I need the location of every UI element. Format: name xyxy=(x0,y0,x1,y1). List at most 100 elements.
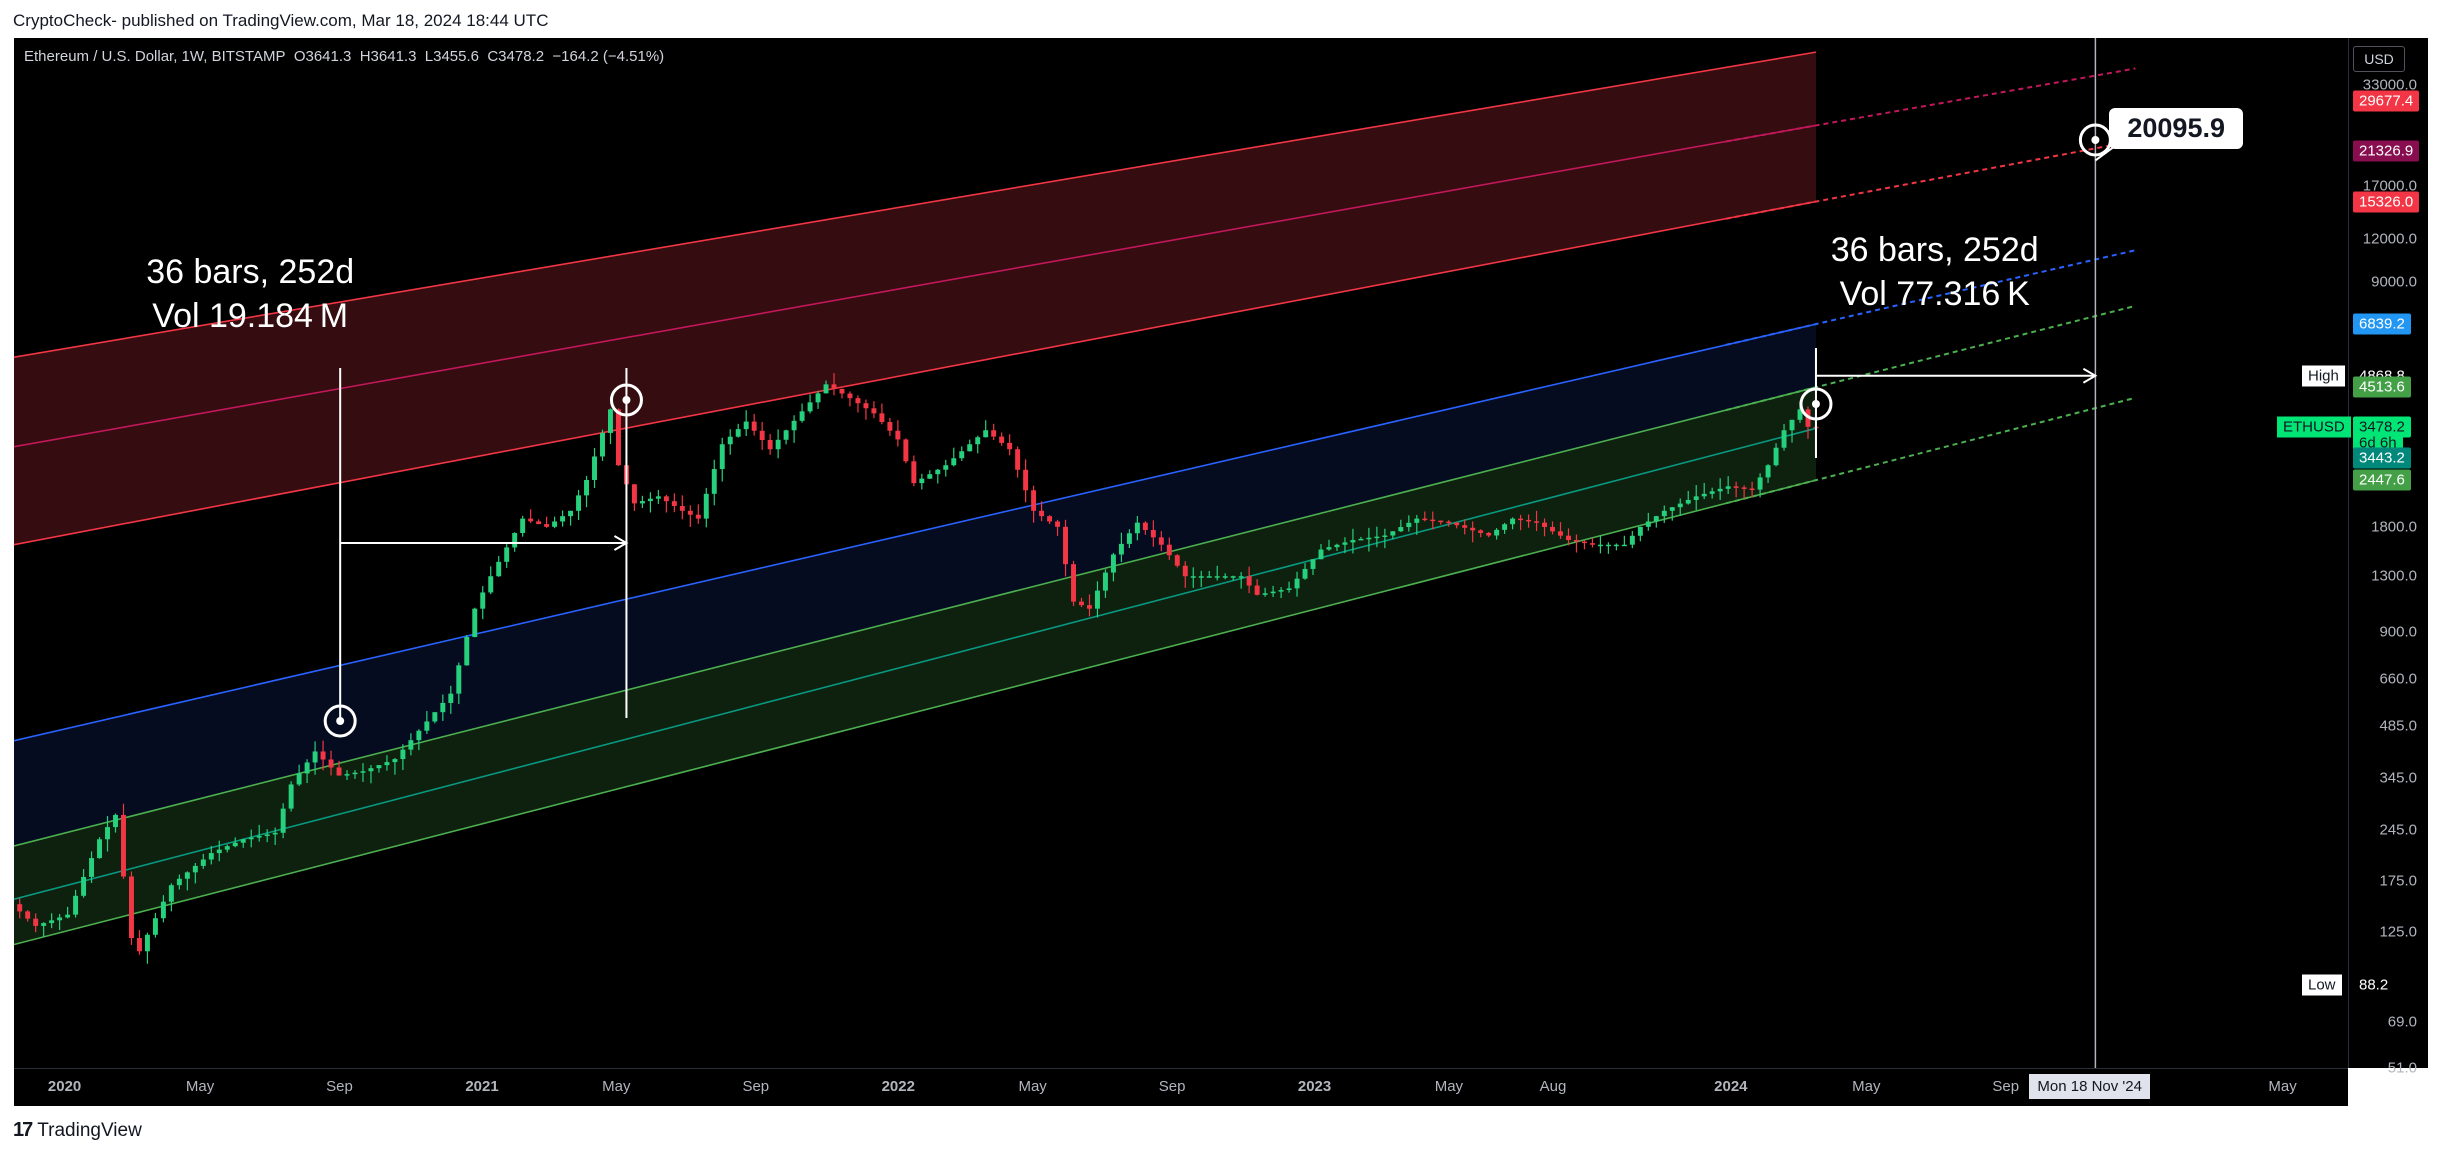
channel-layer xyxy=(14,51,2136,946)
annotation-bars: 36 bars, 252d xyxy=(1830,231,2039,269)
candle-body xyxy=(1589,543,1595,545)
candle-body xyxy=(1773,447,1779,466)
candle-body xyxy=(671,501,677,506)
candle-body xyxy=(1382,535,1388,537)
candle-body xyxy=(1566,535,1571,541)
candle-body xyxy=(1190,576,1196,578)
ohlc-change: −164.2 (−4.51%) xyxy=(552,48,665,65)
candle-body xyxy=(943,465,949,470)
candle-body xyxy=(1781,430,1787,448)
candle-body xyxy=(1270,591,1276,594)
channel-line-green-bottom xyxy=(14,479,1817,946)
candle-body xyxy=(336,767,342,776)
candle-body xyxy=(1071,564,1076,602)
candle-body xyxy=(113,814,118,828)
candle-body xyxy=(1286,588,1292,591)
candle-body xyxy=(168,885,174,902)
symbol-name[interactable]: Ethereum / U.S. Dollar, 1W, BITSTAMP xyxy=(24,48,286,65)
candle-body xyxy=(807,402,813,412)
crosshair-date-label: Mon 18 Nov '24 xyxy=(2029,1074,2150,1099)
candle-body xyxy=(1430,519,1436,522)
time-tick: May xyxy=(602,1078,631,1095)
brand-name: TradingView xyxy=(37,1119,142,1141)
candle-body xyxy=(919,478,925,484)
candle-body xyxy=(384,762,390,766)
ohlc-high: H3641.3 xyxy=(359,48,417,65)
candle-body xyxy=(1446,521,1452,524)
candle-body xyxy=(1797,409,1803,420)
candle-body xyxy=(1039,510,1045,517)
candle-body xyxy=(1087,605,1092,609)
annotation-bars: 36 bars, 252d xyxy=(146,253,355,291)
candle-body xyxy=(432,712,438,722)
candle-body xyxy=(248,837,254,840)
tradingview-logo[interactable]: 17 TradingView xyxy=(13,1119,142,1142)
candle-body xyxy=(81,876,87,896)
candle-body xyxy=(839,388,845,394)
time-tick: May xyxy=(185,1078,215,1095)
range-left-start-marker-dot xyxy=(336,717,345,725)
candle-body xyxy=(416,730,422,741)
candle-body xyxy=(775,439,781,450)
candle-body xyxy=(520,518,526,534)
candle-body xyxy=(200,859,206,866)
candle-body xyxy=(1725,486,1731,489)
chart-area[interactable]: Ethereum / U.S. Dollar, 1W, BITSTAMP O36… xyxy=(14,38,2352,1068)
candle-body xyxy=(743,421,749,430)
candle-body xyxy=(464,636,470,666)
symbol-legend[interactable]: Ethereum / U.S. Dollar, 1W, BITSTAMP O36… xyxy=(24,48,664,65)
candle-body xyxy=(1534,521,1540,523)
currency-button[interactable]: USD xyxy=(2353,46,2405,72)
candle-body xyxy=(791,420,797,431)
channel-line-teal-mid xyxy=(14,427,1817,900)
candle-body xyxy=(360,771,366,773)
footer-bar: 17 TradingView xyxy=(0,1106,2443,1155)
drawing-tools-layer xyxy=(323,38,2126,1068)
candle-body xyxy=(1789,419,1795,431)
candle-body xyxy=(1158,537,1164,545)
candle-body xyxy=(288,784,294,809)
price-tick: 51.0 xyxy=(2387,1059,2417,1077)
channel-line-red-mid xyxy=(14,124,1817,448)
candle-body xyxy=(967,444,973,452)
candle-body xyxy=(695,514,701,519)
chart-canvas[interactable] xyxy=(14,38,2352,1068)
time-axis[interactable]: 2020 May Sep 2021 May Sep 2022 May Sep 2023 May Aug… xyxy=(14,1068,2348,1107)
candle-body xyxy=(1222,576,1228,578)
price-axis[interactable]: USD 33000.0 17000.0 12000.0 9000.0 1800.0 130… xyxy=(2348,38,2429,1077)
price-tick: 17000.0 xyxy=(2362,177,2417,195)
price-label: 29677.4 xyxy=(2353,90,2420,112)
candle-body xyxy=(608,409,613,433)
candle-body xyxy=(280,808,286,833)
range-left-end-marker-dot xyxy=(622,396,631,404)
candle-body xyxy=(424,721,430,731)
candle-body xyxy=(1310,559,1316,569)
candle-body xyxy=(33,918,39,926)
candle-body xyxy=(1246,576,1252,586)
candle-body xyxy=(647,498,653,502)
candle-body xyxy=(1047,516,1053,522)
price-label: 3478.2 xyxy=(2353,416,2411,438)
candle-body xyxy=(1558,531,1563,536)
candle-body xyxy=(887,422,893,431)
projection-callout[interactable]: 20095.9 xyxy=(2109,108,2243,150)
candle-body xyxy=(759,430,765,441)
candle-body xyxy=(240,839,246,843)
price-tick: 12000.0 xyxy=(2362,230,2417,248)
candle-body xyxy=(1645,521,1651,527)
candle-body xyxy=(1717,488,1723,492)
time-tick: Sep xyxy=(1158,1078,1186,1095)
price-label: 4513.6 xyxy=(2353,376,2411,398)
candle-body xyxy=(320,751,326,760)
candle-body xyxy=(57,917,63,921)
candle-body xyxy=(703,493,709,519)
candle-body xyxy=(392,759,398,763)
candle-body xyxy=(1478,530,1484,533)
candle-body xyxy=(1494,529,1500,536)
channel-line-red-top xyxy=(14,51,1817,358)
candle-body xyxy=(184,872,190,879)
candle-body xyxy=(735,429,741,437)
candle-body xyxy=(400,749,406,760)
candle-body xyxy=(1693,496,1699,500)
candle-body xyxy=(592,456,597,480)
